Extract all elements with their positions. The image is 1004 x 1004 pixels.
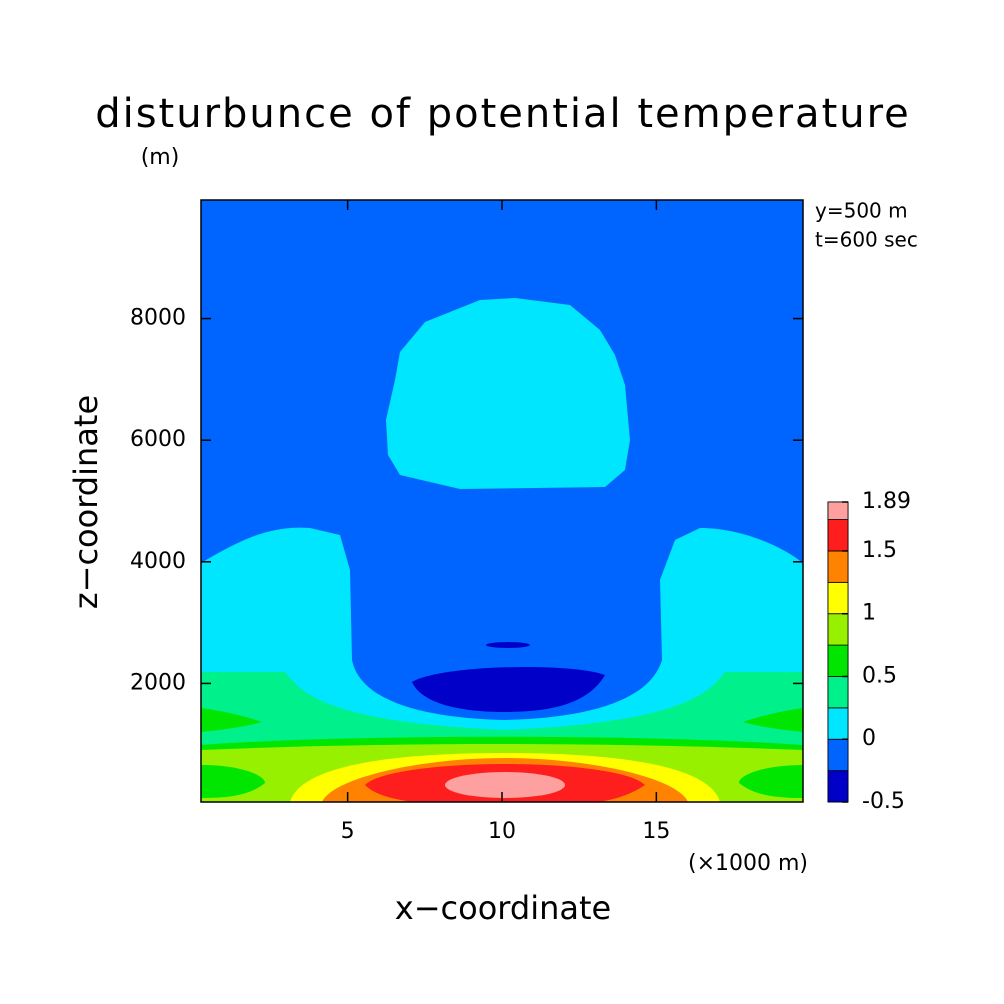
y-unit: (m): [141, 145, 180, 170]
colorbar-tick-label: 0.5: [862, 663, 897, 688]
y-tick-label: 8000: [130, 306, 186, 331]
colorbar-segment: [827, 613, 849, 646]
colorbar-segment: [827, 519, 849, 552]
contour-region: [386, 298, 630, 489]
x-tick-label: 5: [341, 819, 355, 844]
x-axis-label: x−coordinate: [395, 889, 611, 927]
y-tick-label: 6000: [130, 427, 186, 452]
colorbar-segment: [827, 501, 849, 520]
colorbar-segment: [827, 676, 849, 709]
x-tick-label: 10: [488, 819, 516, 844]
colorbar-segment: [827, 644, 849, 677]
contour-field: [201, 200, 803, 802]
y-tick-label: 2000: [130, 670, 186, 695]
annotation: t=600 sec: [815, 228, 918, 252]
colorbar-segment: [827, 550, 849, 583]
colorbar-tick-label: 1.5: [862, 538, 897, 563]
annotation: y=500 m: [815, 199, 908, 223]
colorbar-tick-label: 0: [862, 726, 876, 751]
colorbar-segment: [827, 738, 849, 772]
contour-region: [486, 642, 530, 648]
x-tick-label: 15: [642, 819, 670, 844]
x-unit: (×1000 m): [688, 851, 808, 876]
colorbar-tick-label: -0.5: [862, 789, 905, 814]
colorbar-tick-label: 1: [862, 601, 876, 626]
contour-region: [445, 772, 565, 798]
chart-title: disturbunce of potential temperature: [95, 91, 911, 137]
colorbar-tick-label: 1.89: [862, 489, 911, 514]
colorbar-segment: [827, 581, 849, 615]
y-axis-label: z−coordinate: [67, 395, 105, 609]
y-tick-label: 4000: [130, 549, 186, 574]
contour-region: [412, 666, 605, 712]
colorbar-segment: [827, 707, 849, 740]
colorbar-segment: [827, 770, 849, 803]
